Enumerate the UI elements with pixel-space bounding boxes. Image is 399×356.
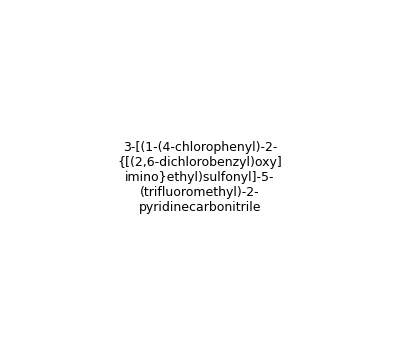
Text: 3-[(1-(4-chlorophenyl)-2-
{[(2,6-dichlorobenzyl)oxy]
imino}ethyl)sulfonyl]-5-
(t: 3-[(1-(4-chlorophenyl)-2- {[(2,6-dichlor… (118, 141, 282, 215)
